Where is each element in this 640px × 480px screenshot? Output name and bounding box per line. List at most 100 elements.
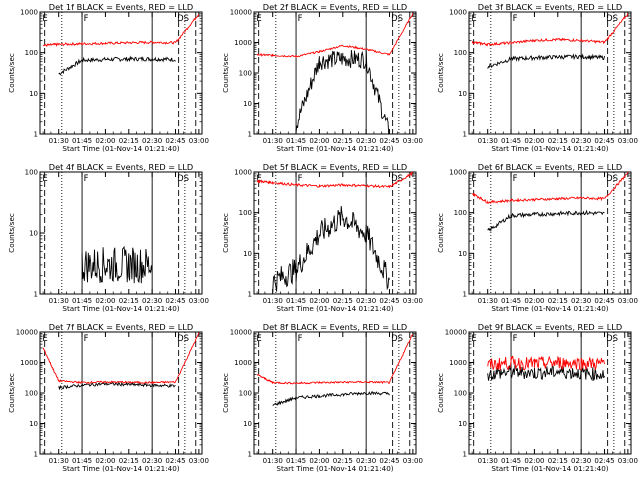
y-tick-label: 10000 [445,329,467,337]
y-tick-label: 1000 [234,39,252,47]
marker-f: F [298,14,303,24]
y-tick-label: 1000 [234,169,252,177]
x-tick-label: 01:45 [286,457,306,465]
y-tick-label: 1000 [449,9,467,17]
x-tick-label: 02:00 [309,457,329,465]
x-axis-label: Start Time (01-Nov-14 01:21:40) [276,464,393,473]
marker-f: F [84,334,89,344]
y-tick-label: 100 [25,169,38,177]
marker-f: F [84,174,89,184]
series-line-lld [487,355,605,371]
marker-ds: DS [177,174,189,184]
y-tick-label: 1 [248,131,252,139]
y-axis-label: Counts/sec [436,373,445,413]
x-tick-label: 01:30 [49,297,69,305]
x-tick-label: 02:30 [142,137,162,145]
x-tick-label: 01:30 [478,457,498,465]
x-tick-label: 02:15 [548,137,568,145]
x-tick-label: 01:45 [501,297,521,305]
x-tick-label: 02:00 [95,457,115,465]
series-line-events [487,53,605,69]
marker-f: F [84,14,89,24]
series-line-lld [256,333,414,385]
y-tick-label: 1000 [449,359,467,367]
marker-f: F [513,334,518,344]
x-tick-label: 03:00 [618,137,638,145]
y-tick-label: 10 [458,250,467,258]
x-tick-label: 02:45 [594,457,614,465]
x-tick-label: 02:45 [379,457,399,465]
panel-det-2: Det 2f BLACK = Events, RED = LLD 1 10 100 10… [221,2,423,153]
y-tick-label: 1 [463,451,467,459]
x-tick-label: 02:00 [95,137,115,145]
x-tick-label: 01:30 [49,137,69,145]
y-tick-label: 100 [25,390,38,398]
y-tick-label: 10000 [230,329,252,337]
marker-ds: DS [391,14,403,24]
marker-f: F [513,174,518,184]
y-tick-label: 1000 [449,169,467,177]
x-tick-label: 02:45 [379,137,399,145]
x-tick-label: 02:00 [524,137,544,145]
x-tick-label: 03:00 [618,457,638,465]
marker-ds: DS [606,334,618,344]
x-tick-label: 03:00 [189,457,209,465]
y-tick-label: 100 [239,70,252,78]
y-tick-label: 10 [458,420,467,428]
marker-f: F [298,334,303,344]
x-tick-label: 02:15 [333,457,353,465]
x-tick-label: 01:45 [501,137,521,145]
x-axis-label: Start Time (01-Nov-14 01:21:40) [276,304,393,313]
x-tick-label: 02:45 [165,137,185,145]
marker-ds: DS [606,14,618,24]
series-line-events [272,391,390,406]
panel-det-3: Det 3f BLACK = Events, RED = LLD 1 10 100 10… [436,2,638,153]
x-tick-label: 03:00 [189,137,209,145]
x-tick-label: 02:30 [356,297,376,305]
x-tick-label: 03:00 [403,137,423,145]
panel-title: Det 4f BLACK = Events, RED = LLD [49,162,193,172]
y-tick-label: 100 [454,390,467,398]
x-tick-label: 01:45 [286,297,306,305]
x-tick-label: 02:15 [119,137,139,145]
y-tick-label: 10 [243,420,252,428]
series-line-events [487,209,605,233]
series-line-lld [471,171,629,205]
y-tick-label: 10000 [16,329,38,337]
panel-title: Det 9f BLACK = Events, RED = LLD [478,322,622,332]
y-tick-label: 100 [239,209,252,217]
y-tick-label: 10000 [230,9,252,17]
x-tick-label: 02:00 [309,297,329,305]
x-tick-label: 02:30 [142,297,162,305]
x-tick-label: 01:30 [478,297,498,305]
x-axis-label: Start Time (01-Nov-14 01:21:40) [491,464,608,473]
y-tick-label: 100 [239,390,252,398]
y-tick-label: 1 [248,291,252,299]
y-tick-label: 10 [29,90,38,98]
marker-f: F [298,174,303,184]
x-tick-label: 01:45 [501,457,521,465]
x-tick-label: 02:30 [571,297,591,305]
series-line-lld [256,12,414,59]
x-tick-label: 02:00 [524,457,544,465]
y-tick-label: 1 [463,131,467,139]
y-axis-label: Counts/sec [221,53,230,93]
marker-e: E [471,174,476,184]
x-tick-label: 01:45 [286,137,306,145]
marker-e: E [42,14,47,24]
x-tick-label: 02:00 [95,297,115,305]
marker-e: E [42,334,47,344]
y-tick-label: 10 [29,230,38,238]
x-tick-label: 02:45 [379,297,399,305]
marker-ds: DS [177,334,189,344]
marker-e: E [471,14,476,24]
panel-title: Det 5f BLACK = Events, RED = LLD [263,162,407,172]
y-tick-label: 100 [25,49,38,57]
y-tick-label: 1 [34,131,38,139]
x-tick-label: 02:00 [524,297,544,305]
y-tick-label: 10 [243,100,252,108]
marker-e: E [42,174,47,184]
panel-title: Det 7f BLACK = Events, RED = LLD [49,322,193,332]
